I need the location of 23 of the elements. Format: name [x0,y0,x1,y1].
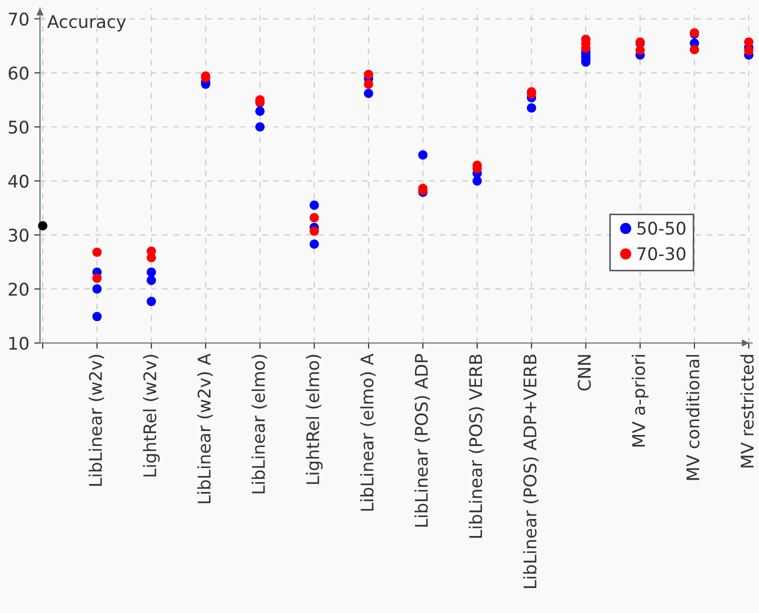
y-tick-label: 70 [8,12,28,26]
y-tick-label: 20 [8,282,28,296]
x-tick-label: LibLinear (POS) ADP [414,354,430,527]
x-tick-label: LightRel (elmo) [306,354,323,484]
y-tick-label: 60 [8,66,28,80]
y-tick-label: 40 [8,174,28,188]
x-tick-label: MV conditional [686,355,700,480]
x-tick-label: LibLinear (elmo) [252,354,268,494]
y-tick-label: 50 [8,120,28,134]
x-tick-label: LibLinear (POS) VERB [468,354,484,538]
legend-label: 50-50 [637,222,686,235]
x-tick-label: LibLinear (w2v) A [197,354,213,504]
x-tick-label: LibLinear (elmo) A [360,354,376,511]
x-tick-label: LibLinear (w2v) [88,354,104,486]
x-tick-label: MV a-priori [632,355,649,447]
x-tick-label: MV restricted [740,354,754,468]
y-tick-label: 10 [9,336,28,350]
x-tick-label: LibLinear (POS) ADP+VERB [523,354,539,588]
x-tick-label: CNN [578,355,591,391]
x-tick-label: LightRel (w2v) [142,354,160,476]
legend-label: 70-30 [638,247,686,260]
y-tick-label: 30 [8,228,28,242]
y-axis-title: Accuracy [47,15,126,32]
